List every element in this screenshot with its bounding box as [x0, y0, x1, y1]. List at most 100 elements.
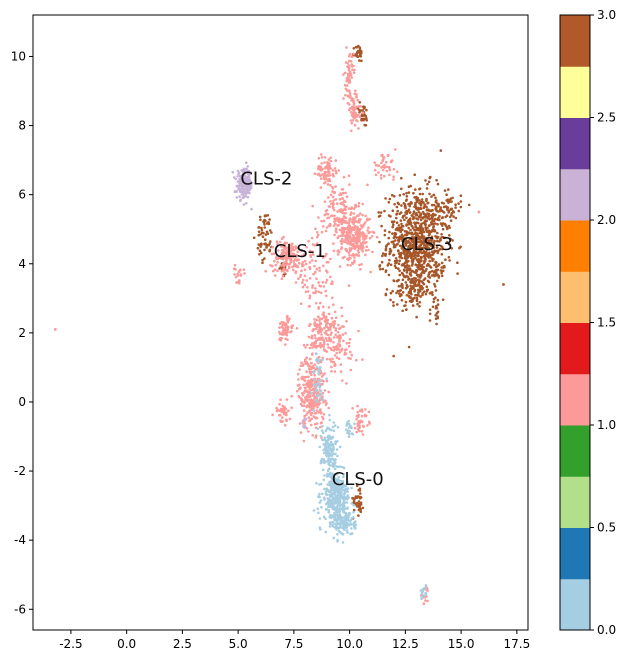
- scatter-point: [429, 266, 433, 269]
- scatter-point: [330, 454, 334, 457]
- scatter-point: [242, 187, 245, 191]
- scatter-point: [329, 184, 332, 187]
- scatter-point: [401, 309, 405, 313]
- scatter-point: [357, 329, 360, 333]
- scatter-point: [450, 247, 454, 250]
- scatter-point: [321, 425, 324, 428]
- scatter-point: [345, 526, 348, 529]
- scatter-point: [423, 277, 427, 280]
- scatter-point: [290, 330, 293, 333]
- scatter-point: [345, 195, 349, 198]
- scatter-point: [281, 329, 285, 333]
- scatter-point: [320, 411, 323, 415]
- scatter-point: [398, 289, 402, 293]
- scatter-point: [352, 244, 355, 247]
- scatter-point: [358, 429, 361, 433]
- scatter-point: [313, 396, 316, 400]
- x-tick-label: 12.5: [392, 637, 419, 651]
- scatter-point: [310, 423, 313, 427]
- scatter-point: [326, 472, 329, 476]
- scatter-point: [313, 243, 317, 247]
- scatter-point: [436, 202, 439, 205]
- scatter-point: [317, 495, 320, 498]
- scatter-point: [411, 226, 415, 230]
- scatter-point: [358, 235, 362, 238]
- scatter-point: [283, 256, 287, 259]
- scatter-point: [279, 339, 283, 342]
- scatter-point: [294, 245, 297, 248]
- scatter-point: [328, 516, 332, 519]
- scatter-point: [352, 217, 356, 221]
- scatter-point: [351, 228, 355, 231]
- scatter-point: [335, 510, 338, 513]
- scatter-point: [396, 226, 399, 230]
- scatter-point: [353, 114, 357, 118]
- scatter-point: [325, 401, 328, 405]
- scatter-point: [398, 226, 401, 230]
- scatter-point: [248, 187, 251, 190]
- scatter-point: [403, 269, 406, 272]
- scatter-point: [391, 289, 394, 293]
- scatter-point: [383, 233, 387, 237]
- scatter-point: [328, 327, 332, 331]
- scatter-point: [330, 282, 333, 286]
- scatter-point: [433, 263, 436, 267]
- scatter-point: [361, 433, 365, 436]
- scatter-point: [418, 289, 422, 293]
- scatter-point: [413, 216, 416, 219]
- scatter-point: [419, 218, 423, 222]
- scatter-point: [413, 248, 416, 251]
- scatter-point: [343, 83, 347, 87]
- scatter-point: [436, 268, 440, 272]
- scatter-point: [392, 243, 396, 246]
- scatter-point: [331, 172, 335, 176]
- scatter-point: [350, 432, 354, 435]
- scatter-point: [392, 178, 395, 181]
- scatter-point: [428, 308, 432, 312]
- scatter-point: [353, 220, 356, 224]
- scatter-point: [330, 477, 334, 481]
- scatter-point: [430, 235, 434, 239]
- scatter-point: [435, 306, 439, 310]
- scatter-point: [387, 153, 390, 157]
- scatter-point: [407, 185, 411, 188]
- scatter-point: [427, 243, 430, 246]
- scatter-point: [424, 236, 428, 240]
- scatter-point: [342, 339, 345, 343]
- scatter-point: [314, 290, 318, 293]
- scatter-point: [329, 156, 333, 160]
- scatter-point: [327, 312, 331, 316]
- scatter-point: [306, 404, 310, 407]
- scatter-point: [400, 299, 404, 302]
- scatter-point: [340, 208, 344, 212]
- scatter-point: [407, 231, 411, 235]
- scatter-point: [348, 81, 352, 84]
- scatter-point: [395, 216, 398, 220]
- scatter-point: [325, 315, 328, 319]
- scatter-point: [353, 259, 356, 263]
- scatter-point: [326, 442, 330, 445]
- scatter-point: [441, 216, 445, 219]
- scatter-point: [275, 240, 279, 243]
- scatter-point: [325, 377, 328, 381]
- scatter-point: [439, 238, 443, 242]
- scatter-point: [355, 52, 358, 56]
- scatter-point: [404, 206, 407, 210]
- scatter-point: [332, 473, 336, 476]
- scatter-point: [443, 189, 447, 192]
- scatter-point: [349, 425, 352, 428]
- scatter-point: [249, 181, 253, 184]
- scatter-point: [308, 390, 312, 394]
- scatter-point: [313, 363, 317, 366]
- scatter-point: [358, 111, 361, 114]
- scatter-point: [302, 400, 306, 404]
- scatter-point: [329, 501, 333, 504]
- scatter-point: [420, 595, 424, 598]
- scatter-point: [392, 304, 395, 307]
- scatter-point: [286, 314, 289, 318]
- scatter-point: [297, 258, 300, 262]
- scatter-point: [296, 372, 300, 376]
- scatter-point: [422, 230, 426, 234]
- scatter-point: [333, 515, 337, 519]
- scatter-point: [436, 251, 440, 255]
